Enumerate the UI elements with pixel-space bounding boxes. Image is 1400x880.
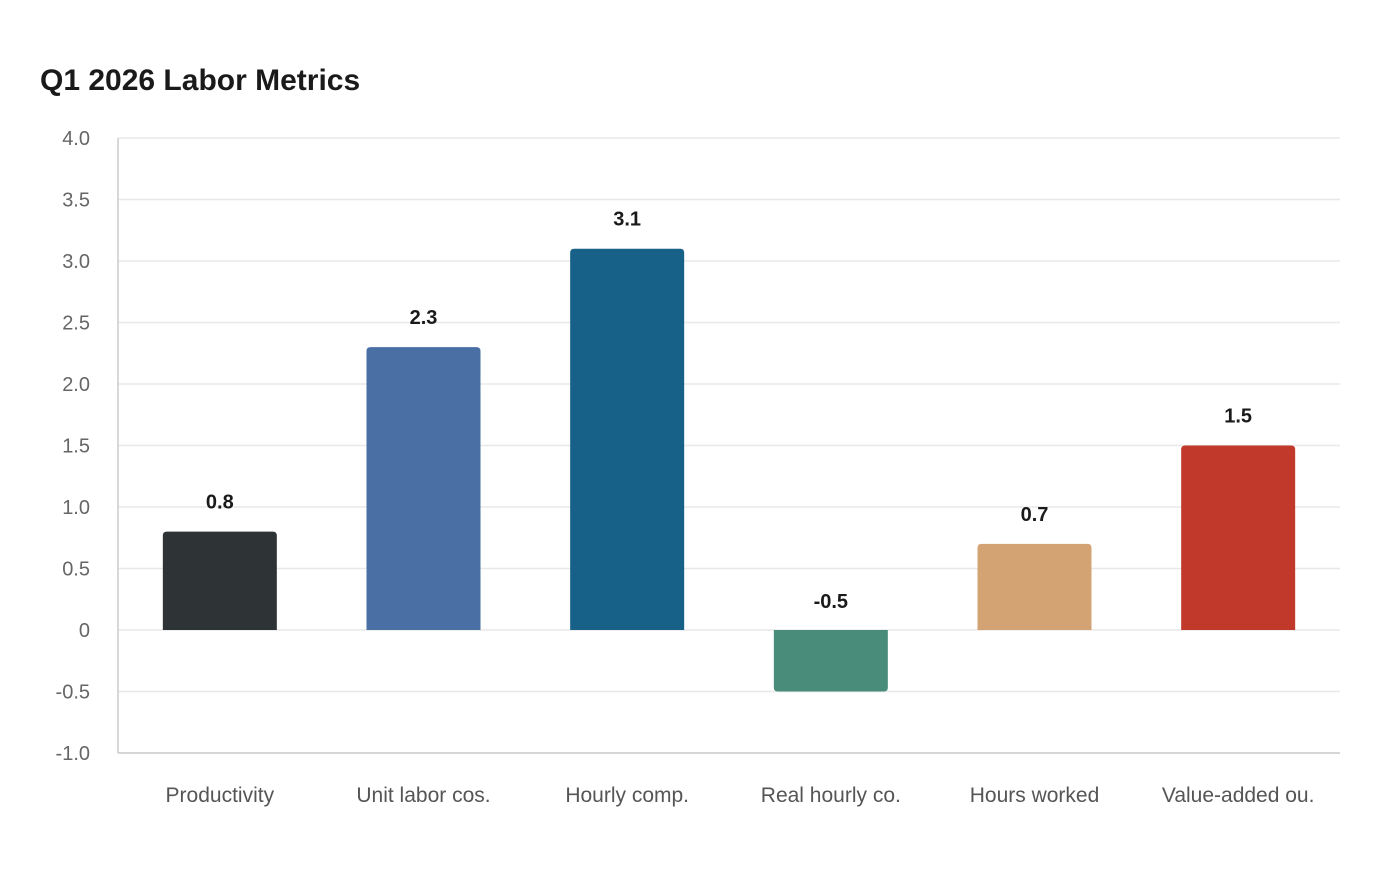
data-label: 0.7: [1021, 504, 1049, 526]
y-tick-label: 1.0: [62, 497, 90, 519]
bar: [1181, 445, 1296, 630]
data-labels: 0.8 2.3 3.1 -0.5 0.7 1.5: [206, 209, 1252, 613]
data-label: 3.1: [613, 209, 641, 231]
gridlines: [118, 137, 1340, 754]
bar: [977, 543, 1092, 630]
x-tick-label: Hourly comp.: [565, 784, 689, 807]
x-tick-label: Hours worked: [970, 784, 1100, 807]
axes: [117, 138, 1340, 754]
x-tick-label: Real hourly co.: [761, 784, 901, 807]
y-tick-label: -0.5: [56, 682, 90, 704]
x-tick-label: Productivity: [166, 784, 275, 807]
y-axis-ticks: -1.0 -0.5 0 0.5 1.0 1.5 2.0 2.5 3.0 3.5 4.0: [56, 128, 90, 765]
chart-title: Q1 2026 Labor Metrics: [40, 64, 360, 97]
y-tick-label: 0: [79, 620, 90, 642]
bar: [570, 248, 685, 630]
data-label: -0.5: [814, 591, 848, 613]
y-tick-label: 2.5: [62, 313, 90, 335]
bars: [162, 248, 1296, 692]
y-tick-label: 3.0: [62, 251, 90, 273]
x-tick-label: Value-added ou.: [1162, 784, 1315, 807]
data-label: 2.3: [410, 307, 438, 329]
y-tick-label: 2.0: [62, 374, 90, 396]
bar: [366, 347, 481, 630]
bar: [773, 630, 888, 692]
bar: [162, 531, 277, 630]
data-label: 1.5: [1224, 406, 1252, 428]
y-tick-label: 0.5: [62, 559, 90, 581]
y-tick-label: -1.0: [56, 743, 90, 765]
data-label: 0.8: [206, 492, 234, 514]
x-axis-labels: Productivity Unit labor cos. Hourly comp. R…: [166, 784, 1315, 807]
y-tick-label: 3.5: [62, 190, 90, 212]
y-tick-label: 4.0: [62, 128, 90, 150]
x-tick-label: Unit labor cos.: [356, 784, 490, 807]
y-tick-label: 1.5: [62, 436, 90, 458]
